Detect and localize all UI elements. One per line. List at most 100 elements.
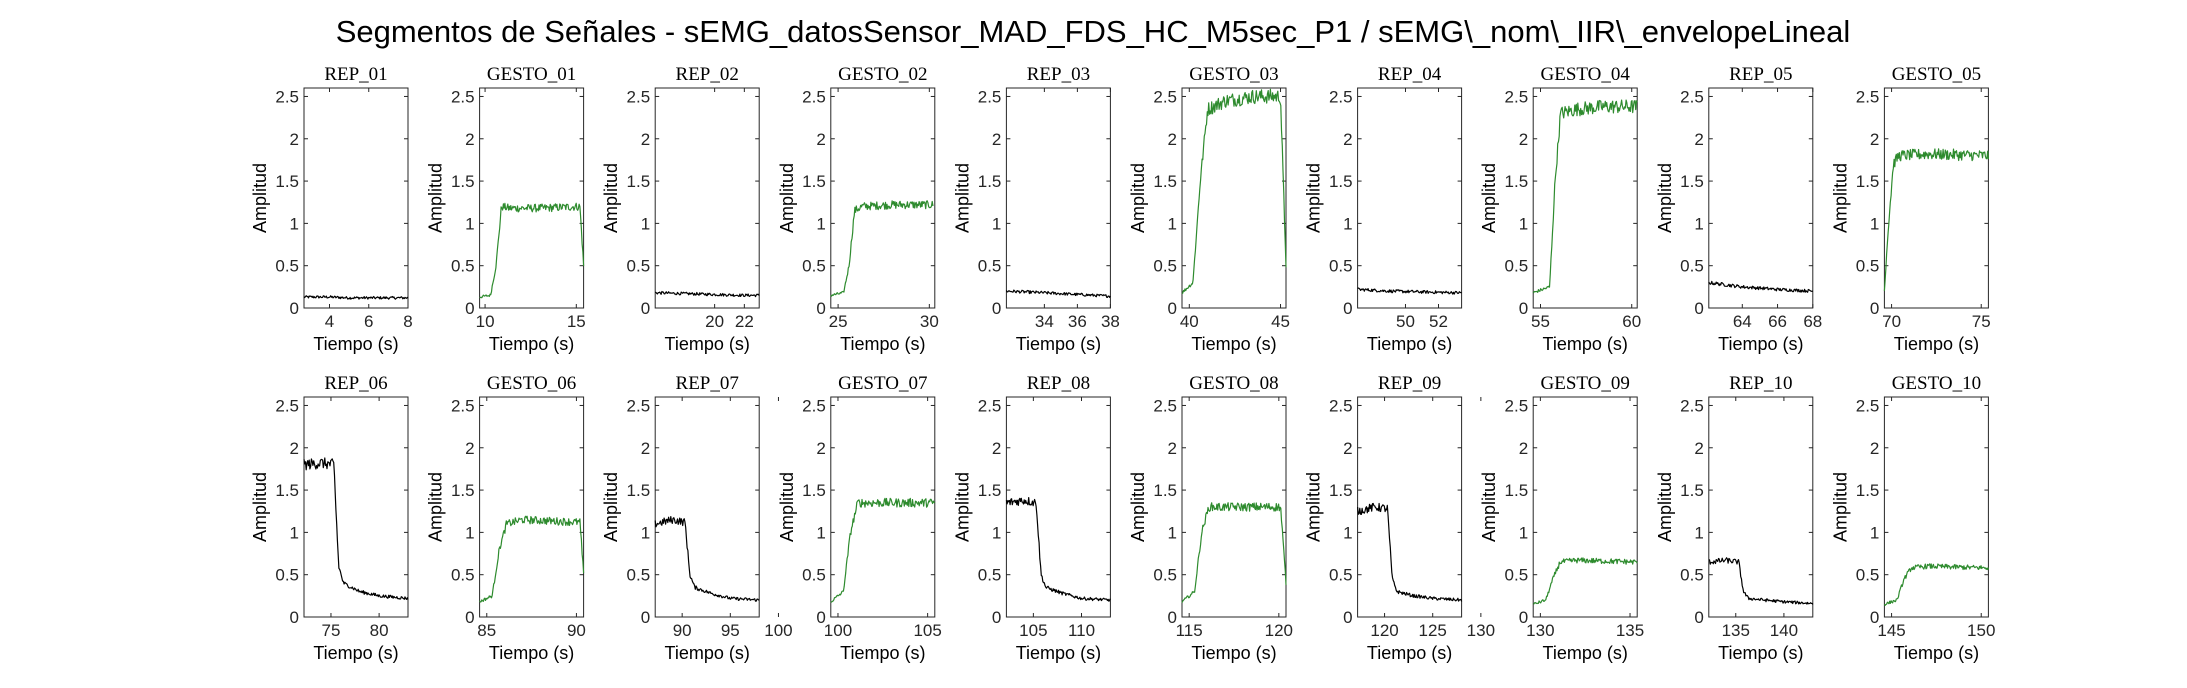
y-tick-label: 1 xyxy=(1343,214,1352,233)
x-tick-label: 55 xyxy=(1531,312,1550,331)
plot-area xyxy=(479,396,585,618)
plot-area xyxy=(830,87,936,309)
x-tick-label: 145 xyxy=(1877,621,1905,640)
y-tick-label: 1.5 xyxy=(978,172,1002,191)
x-tick-label: 125 xyxy=(1419,621,1447,640)
y-tick-label: 2.5 xyxy=(627,87,651,106)
x-axis-label: Tiempo (s) xyxy=(840,643,925,663)
subplot-grid: 0 0.5 1 1.5 2 2.5 4 6 8 REP_01 Tiempo (s) Amplitud 0… xyxy=(250,64,1995,663)
plot-area xyxy=(1532,396,1638,618)
subplot-title: REP_01 xyxy=(324,64,387,85)
x-axis-label: Tiempo (s) xyxy=(1367,643,1452,663)
signal-series-line xyxy=(655,290,760,298)
y-tick-label: 2.5 xyxy=(1505,87,1529,106)
x-tick-label: 80 xyxy=(370,621,389,640)
y-tick-label: 1.5 xyxy=(275,481,299,500)
y-tick-label: 1 xyxy=(465,214,474,233)
subplot-title: GESTO_03 xyxy=(1189,64,1278,85)
x-tick-label: 105 xyxy=(1019,621,1047,640)
y-tick-label: 2.5 xyxy=(1329,396,1353,415)
x-axis-label: Tiempo (s) xyxy=(1016,334,1101,354)
x-tick-label: 36 xyxy=(1068,312,1087,331)
x-axis-label: Tiempo (s) xyxy=(1191,334,1276,354)
x-tick-label: 130 xyxy=(1526,621,1554,640)
x-tick-label: 75 xyxy=(322,621,341,640)
y-tick-label: 0.5 xyxy=(802,566,826,585)
y-tick-label: 0.5 xyxy=(1856,566,1880,585)
y-axis-label: Amplitud xyxy=(601,163,621,233)
x-tick-label: 115 xyxy=(1176,621,1203,640)
x-tick-label: 135 xyxy=(1616,621,1644,640)
signal-series-line xyxy=(830,200,934,297)
y-tick-label: 2 xyxy=(1870,439,1879,458)
y-axis-label: Amplitud xyxy=(1830,472,1850,542)
subplot-title: GESTO_09 xyxy=(1541,373,1630,394)
signal-series-line xyxy=(1357,502,1463,602)
y-tick-label: 2 xyxy=(1168,130,1177,149)
x-tick-label: 120 xyxy=(1265,621,1293,640)
y-tick-label: 0 xyxy=(1870,299,1879,318)
y-tick-label: 2.5 xyxy=(627,396,651,415)
y-tick-label: 1 xyxy=(816,523,825,542)
y-tick-label: 1.5 xyxy=(451,481,475,500)
y-tick-label: 2.5 xyxy=(1856,87,1880,106)
subplot-title: GESTO_05 xyxy=(1892,64,1981,85)
plot-area xyxy=(1708,396,1814,618)
y-tick-label: 1.5 xyxy=(1856,172,1880,191)
y-tick-label: 0.5 xyxy=(1329,566,1353,585)
y-axis-label: Amplitud xyxy=(250,472,270,542)
y-axis-label: Amplitud xyxy=(601,472,621,542)
y-tick-label: 1.5 xyxy=(802,172,826,191)
subplot-title: REP_05 xyxy=(1729,64,1792,85)
subplot-title: REP_09 xyxy=(1378,373,1441,394)
y-tick-label: 1 xyxy=(1519,523,1528,542)
y-tick-label: 1 xyxy=(1870,523,1879,542)
plot-area xyxy=(303,87,409,309)
subplot-title: GESTO_02 xyxy=(838,64,927,85)
subplot-gesto-04: 0 0.5 1 1.5 2 2.5 55 60 GESTO_04 Tiempo (s) Amplit… xyxy=(1479,64,1641,354)
x-tick-label: 130 xyxy=(1467,621,1495,640)
y-tick-label: 0 xyxy=(1168,608,1177,627)
y-tick-label: 2 xyxy=(465,130,474,149)
y-tick-label: 2 xyxy=(641,439,650,458)
y-tick-label: 0 xyxy=(1694,299,1703,318)
signal-series-line xyxy=(654,515,760,602)
y-tick-label: 0.5 xyxy=(275,257,299,276)
x-tick-label: 34 xyxy=(1035,312,1054,331)
x-tick-label: 66 xyxy=(1768,312,1787,331)
x-tick-label: 150 xyxy=(1967,621,1995,640)
y-axis-label: Amplitud xyxy=(1655,472,1675,542)
x-tick-label: 68 xyxy=(1803,312,1822,331)
signal-series-line xyxy=(479,202,585,299)
signal-series-line xyxy=(1005,289,1111,298)
y-tick-label: 1.5 xyxy=(1329,481,1353,500)
y-tick-label: 2 xyxy=(1870,130,1879,149)
y-tick-label: 1.5 xyxy=(1329,172,1353,191)
subplot-title: GESTO_08 xyxy=(1189,373,1278,394)
y-tick-label: 1 xyxy=(1168,214,1177,233)
signal-series-line xyxy=(1883,148,1989,291)
signal-series-line xyxy=(1181,88,1287,295)
y-tick-label: 0.5 xyxy=(1680,257,1704,276)
y-tick-label: 2.5 xyxy=(1153,396,1177,415)
plot-area xyxy=(654,396,760,618)
y-tick-label: 1.5 xyxy=(1680,172,1704,191)
plot-area xyxy=(1181,87,1287,309)
y-tick-label: 2.5 xyxy=(1153,87,1177,106)
y-tick-label: 0.5 xyxy=(1680,566,1704,585)
subplot-title: REP_06 xyxy=(324,373,387,394)
plot-area xyxy=(654,87,760,309)
y-axis-label: Amplitud xyxy=(1304,163,1324,233)
x-tick-label: 4 xyxy=(325,312,334,331)
y-tick-label: 1.5 xyxy=(451,172,475,191)
signal-series-line xyxy=(1883,563,1989,607)
y-axis-label: Amplitud xyxy=(1830,163,1850,233)
y-tick-label: 0 xyxy=(1870,608,1879,627)
plot-area xyxy=(1005,396,1111,618)
y-tick-label: 2 xyxy=(465,439,474,458)
x-axis-label: Tiempo (s) xyxy=(1191,643,1276,663)
x-axis-label: Tiempo (s) xyxy=(313,643,398,663)
y-tick-label: 2 xyxy=(992,130,1001,149)
signal-series-line xyxy=(1708,557,1814,605)
